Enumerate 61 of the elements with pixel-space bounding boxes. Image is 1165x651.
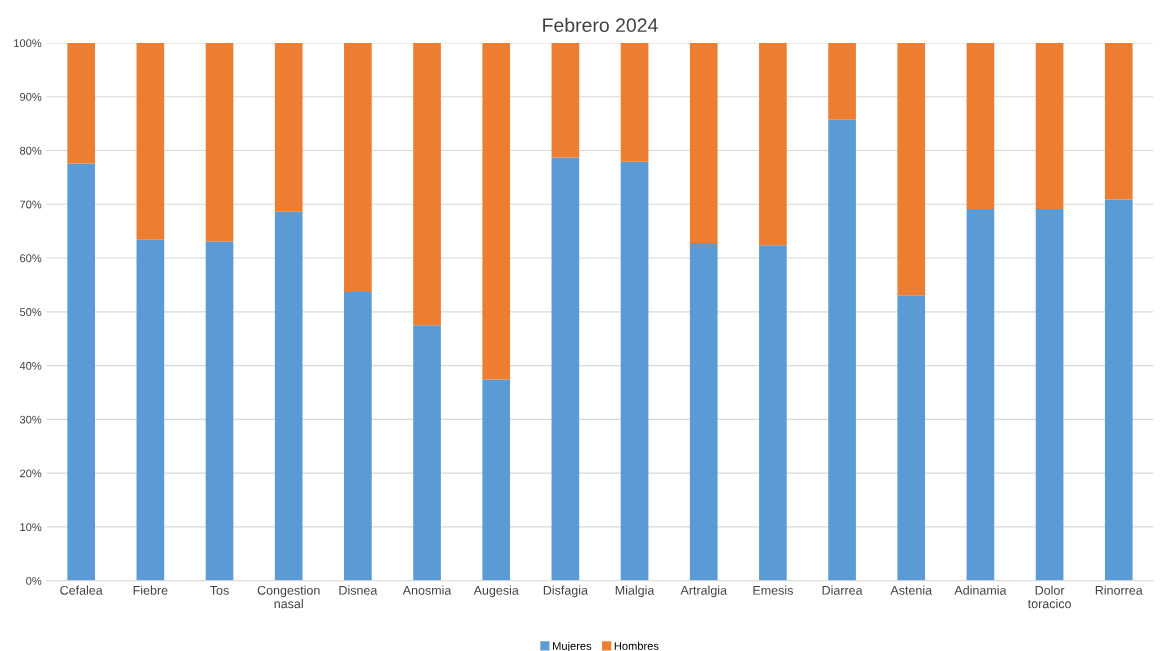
x-tick-label: Disnea — [339, 585, 378, 595]
bar — [897, 295, 926, 581]
x-tick-label: Adinamia — [954, 585, 1007, 595]
bar — [620, 42, 649, 162]
bar — [205, 42, 234, 242]
x-tick-label: Fiebre — [133, 585, 168, 595]
bar — [828, 42, 856, 120]
bar — [689, 243, 718, 581]
bar — [205, 241, 234, 581]
y-tick-label: 70% — [20, 200, 42, 209]
x-tick-label: Mialgia — [615, 585, 655, 598]
bar — [689, 42, 718, 243]
x-tick-label: Emesis — [753, 585, 793, 595]
y-tick-label: 60% — [20, 254, 42, 263]
bar — [759, 245, 787, 581]
bar — [1035, 42, 1064, 210]
bar — [759, 42, 787, 246]
bar — [1104, 42, 1133, 200]
bar — [897, 42, 926, 296]
x-tick-label: Artralgia — [680, 585, 728, 598]
x-tick-label: Anosmia — [402, 585, 452, 595]
bar — [67, 42, 96, 164]
x-tick-label: Dolor toracico — [1027, 585, 1071, 609]
bar — [136, 239, 165, 581]
bar — [482, 42, 511, 380]
bar — [828, 119, 856, 581]
chart-title: Febrero 2024 — [543, 17, 658, 33]
x-tick-label: Cefalea — [60, 585, 103, 595]
x-tick-label: Tos — [210, 586, 229, 595]
x-tick-label: Rinorrea — [1095, 585, 1143, 595]
x-tick-label: Disfagia — [543, 585, 588, 598]
bar — [67, 163, 96, 581]
y-tick-label: 90% — [20, 93, 42, 101]
bar — [551, 157, 580, 581]
y-tick-label: 30% — [19, 415, 42, 424]
x-tick-label: Congestion nasal — [257, 585, 320, 609]
y-tick-label: 40% — [19, 361, 42, 370]
y-tick-label: 0% — [26, 576, 42, 585]
bar — [551, 42, 580, 158]
bar — [413, 42, 441, 326]
x-tick-label: Astenia — [890, 585, 933, 595]
bar — [274, 42, 303, 212]
bar — [344, 291, 372, 581]
bar — [966, 209, 995, 581]
y-tick-label: 10% — [20, 523, 42, 532]
bar — [620, 161, 649, 581]
y-tick-label: 50% — [19, 308, 42, 316]
bar — [1104, 199, 1133, 581]
y-tick-label: 20% — [20, 469, 42, 478]
y-tick-label: 100% — [14, 39, 42, 48]
bar — [1035, 209, 1064, 581]
bar — [274, 211, 303, 581]
bar — [966, 42, 995, 210]
y-tick-label: 80% — [19, 146, 42, 155]
x-tick-label: Augesia — [473, 585, 519, 598]
x-tick-label: Diarrea — [822, 585, 863, 595]
bar — [344, 42, 372, 292]
legend-label: Hombres — [614, 641, 659, 650]
bar — [413, 325, 441, 581]
bar — [136, 42, 165, 240]
bar — [482, 379, 511, 581]
